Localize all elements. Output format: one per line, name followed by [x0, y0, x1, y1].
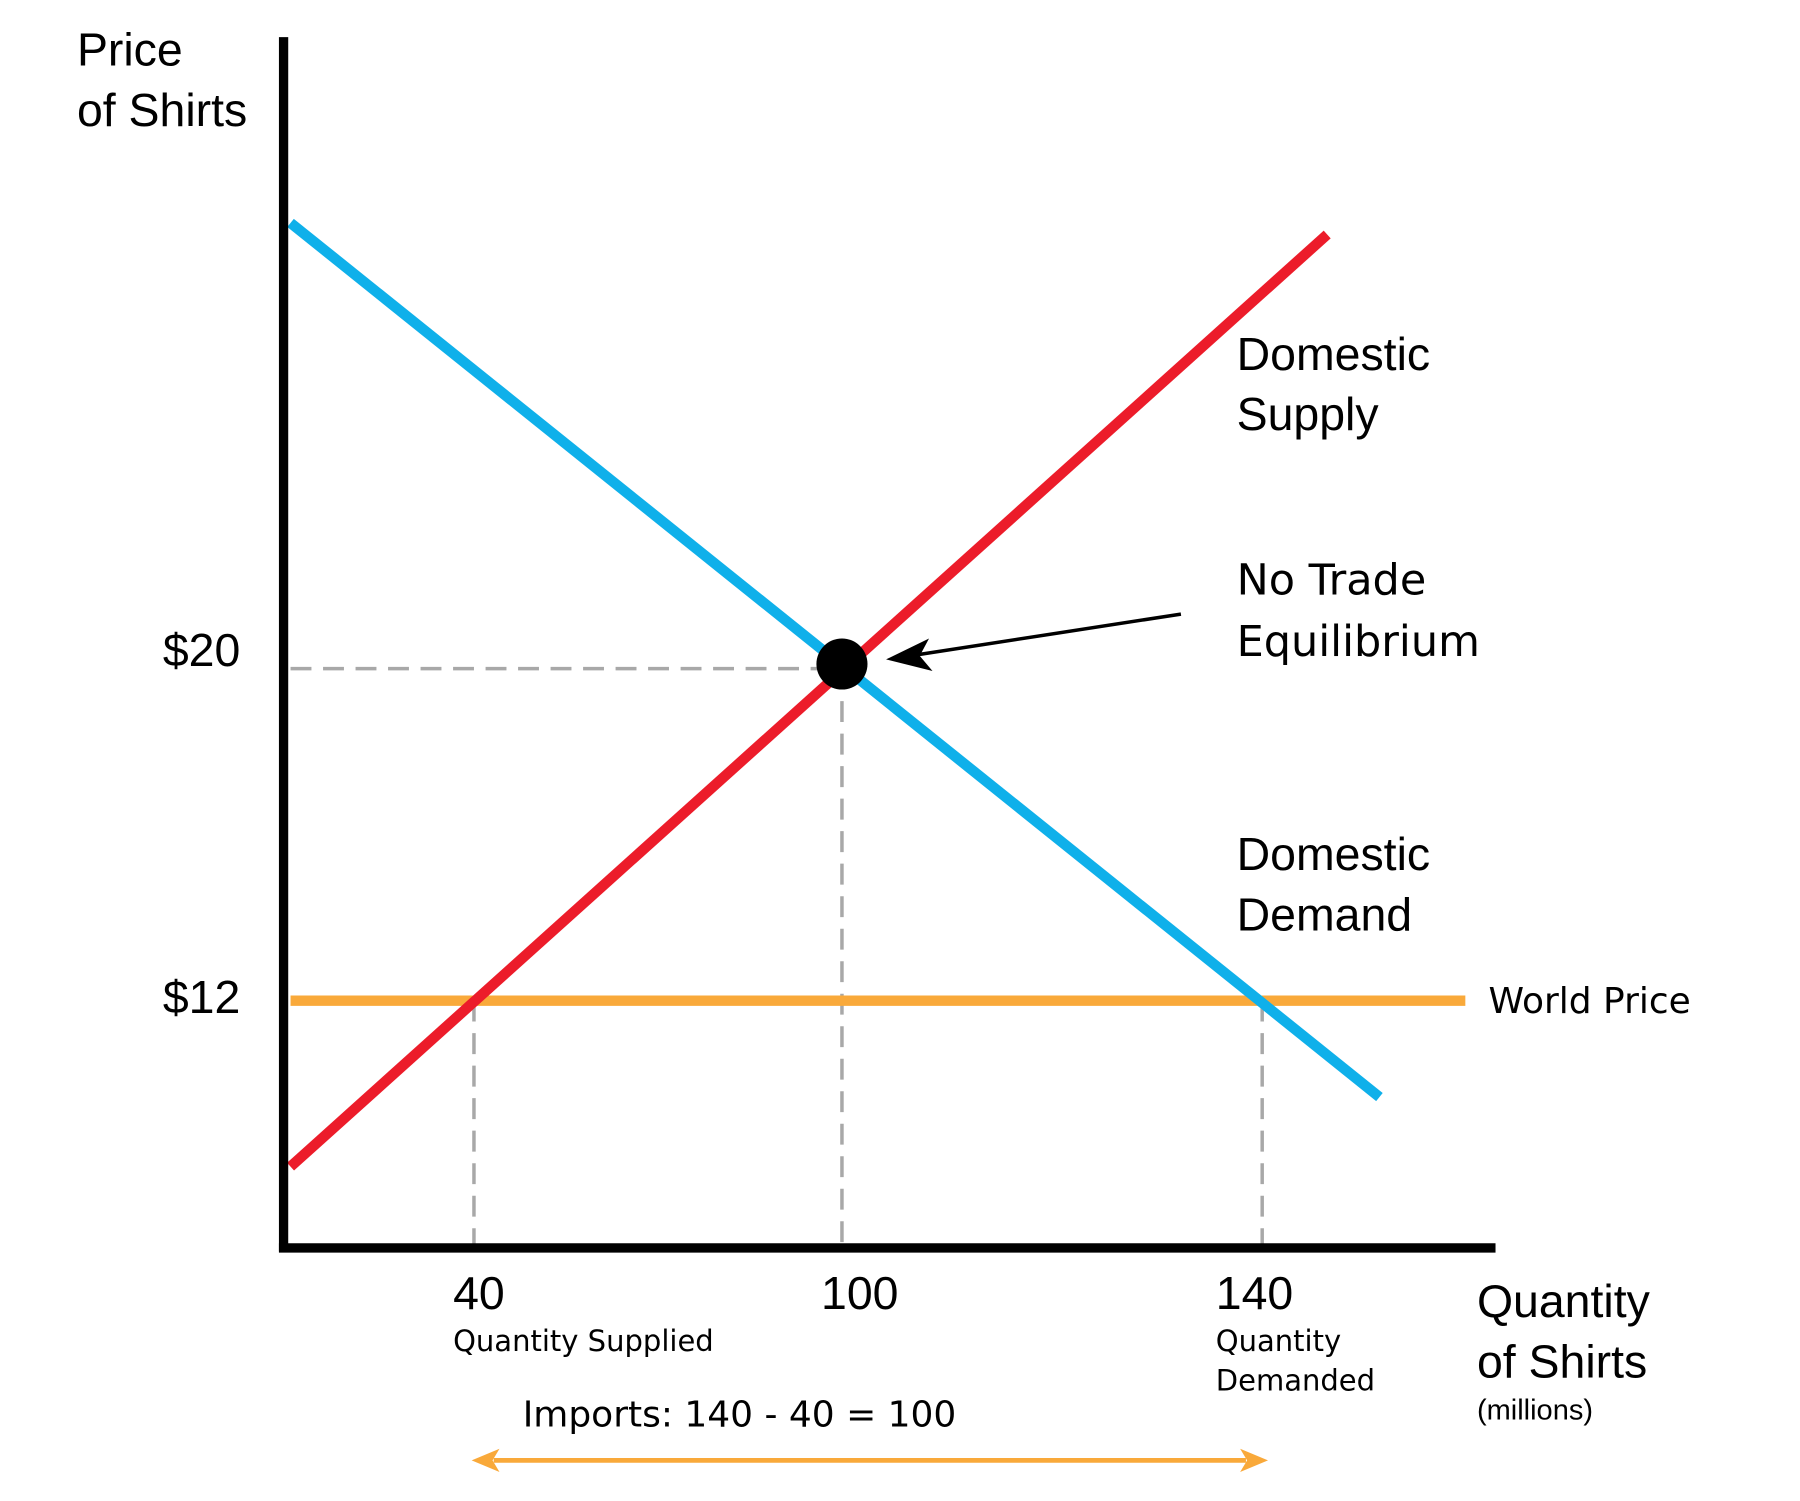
x-tick-note: Demanded [1216, 1364, 1375, 1398]
imports-label: Imports: 140 - 40 = 100 [523, 1394, 957, 1435]
x-tick-note: Quantity Supplied [453, 1324, 714, 1358]
supply-label: Domestic [1237, 328, 1430, 380]
x-tick-label: 140 [1216, 1267, 1293, 1319]
pointer-arrow [917, 612, 1182, 657]
y-tick-label: $12 [163, 971, 240, 1023]
x-axis-unit: (millions) [1477, 1394, 1593, 1426]
equilibrium-dot [816, 638, 868, 690]
demand-label: Domestic [1237, 828, 1430, 880]
x-tick-note: Quantity [1216, 1324, 1341, 1358]
demand-label: Demand [1237, 889, 1412, 941]
y-axis-title: Price [77, 24, 183, 76]
y-tick-label: $20 [163, 624, 240, 676]
y-axis-title: of Shirts [77, 84, 247, 136]
equilibrium-label: No Trade [1237, 555, 1427, 605]
supply-line [287, 230, 1331, 1171]
world-price-label: World Price [1489, 981, 1691, 1022]
guide-lines [290, 666, 1264, 1245]
equilibrium-label: Equilibrium [1237, 617, 1480, 667]
arrow-head [471, 1448, 500, 1472]
arrow-head [1240, 1448, 1268, 1472]
arrow-head [886, 638, 933, 671]
x-tick-label: 100 [821, 1267, 898, 1319]
x-tick-label: 40 [453, 1267, 505, 1319]
x-axis-title: of Shirts [1477, 1335, 1647, 1387]
supply-label: Supply [1237, 388, 1380, 440]
x-axis-title: Quantity [1477, 1275, 1651, 1327]
